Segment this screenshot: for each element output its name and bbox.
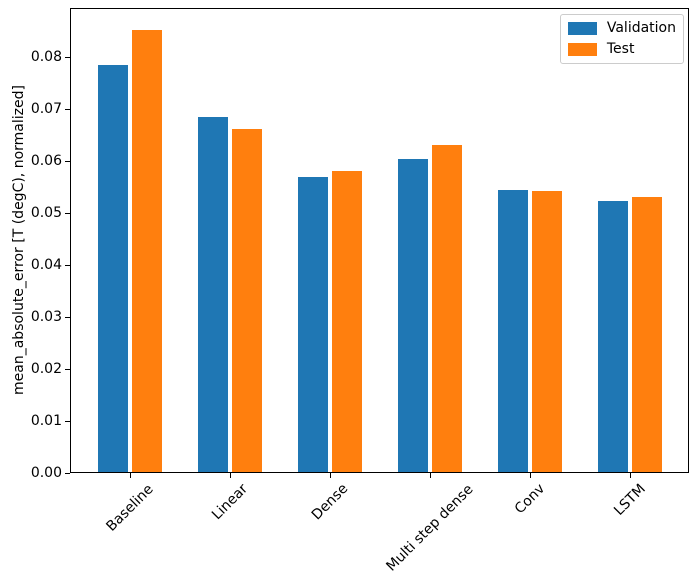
bar-validation-conv xyxy=(498,190,528,473)
x-tick-mark xyxy=(229,473,231,478)
bar-validation-multi-step-dense xyxy=(398,159,428,473)
legend-label: Test xyxy=(606,41,635,57)
x-tick-label: LSTM xyxy=(611,480,649,519)
bar-test-multi-step-dense xyxy=(432,145,462,473)
y-tick-label: 0.01 xyxy=(30,413,62,430)
y-tick-mark xyxy=(65,316,70,318)
legend: Validation Test xyxy=(559,14,684,64)
bar-test-dense xyxy=(332,171,362,473)
bars-layer xyxy=(70,8,689,473)
y-tick-mark xyxy=(65,264,70,266)
legend-entry-test: Test xyxy=(567,41,676,58)
y-tick-mark xyxy=(65,108,70,110)
y-tick-mark xyxy=(65,212,70,214)
x-tick-mark xyxy=(629,473,631,478)
x-tick-mark xyxy=(429,473,431,478)
x-tick-label: Multi step dense xyxy=(383,481,477,575)
x-tick-mark xyxy=(129,473,131,478)
y-tick-mark xyxy=(65,368,70,370)
y-tick-label: 0.02 xyxy=(30,361,62,378)
y-tick-label: 0.04 xyxy=(30,257,62,274)
x-tick-label: Linear xyxy=(208,481,252,524)
bar-validation-linear xyxy=(198,117,228,473)
plot-area: Validation Test xyxy=(70,8,689,473)
y-tick-mark xyxy=(65,472,70,474)
x-tick-label: Dense xyxy=(308,480,352,524)
bar-test-lstm xyxy=(632,196,662,473)
y-tick-label: 0.05 xyxy=(30,205,62,222)
x-tick-label: Baseline xyxy=(103,480,157,535)
legend-swatch-test xyxy=(567,43,597,56)
bar-validation-dense xyxy=(298,176,328,473)
y-tick-mark xyxy=(65,420,70,422)
y-tick-label: 0.08 xyxy=(30,49,62,66)
y-tick-mark xyxy=(65,56,70,58)
legend-swatch-validation xyxy=(567,22,597,35)
bar-test-linear xyxy=(232,129,262,473)
y-tick-mark xyxy=(65,160,70,162)
y-tick-label: 0.07 xyxy=(30,101,62,118)
y-tick-label: 0.00 xyxy=(30,465,62,481)
x-tick-mark xyxy=(529,473,531,478)
bar-test-conv xyxy=(532,191,562,473)
y-tick-label: 0.06 xyxy=(30,153,62,170)
bar-test-baseline xyxy=(132,30,162,473)
legend-label: Validation xyxy=(606,20,676,36)
x-tick-mark xyxy=(329,473,331,478)
y-tick-label: 0.03 xyxy=(30,309,62,326)
legend-entry-validation: Validation xyxy=(567,20,676,37)
bar-validation-baseline xyxy=(98,65,128,473)
x-tick-label: Conv xyxy=(511,481,549,518)
bar-validation-lstm xyxy=(598,201,628,473)
